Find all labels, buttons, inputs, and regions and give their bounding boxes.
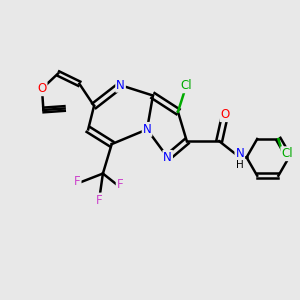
Text: N: N	[236, 147, 244, 160]
Text: Cl: Cl	[180, 79, 192, 92]
Text: N: N	[163, 151, 172, 164]
Text: F: F	[74, 175, 81, 188]
Text: N: N	[143, 123, 152, 136]
Text: Cl: Cl	[281, 147, 293, 160]
Text: F: F	[117, 178, 123, 191]
Text: N: N	[116, 79, 125, 92]
Text: H: H	[236, 160, 244, 170]
Text: O: O	[37, 82, 46, 95]
Text: O: O	[220, 108, 230, 121]
Text: F: F	[96, 194, 103, 207]
